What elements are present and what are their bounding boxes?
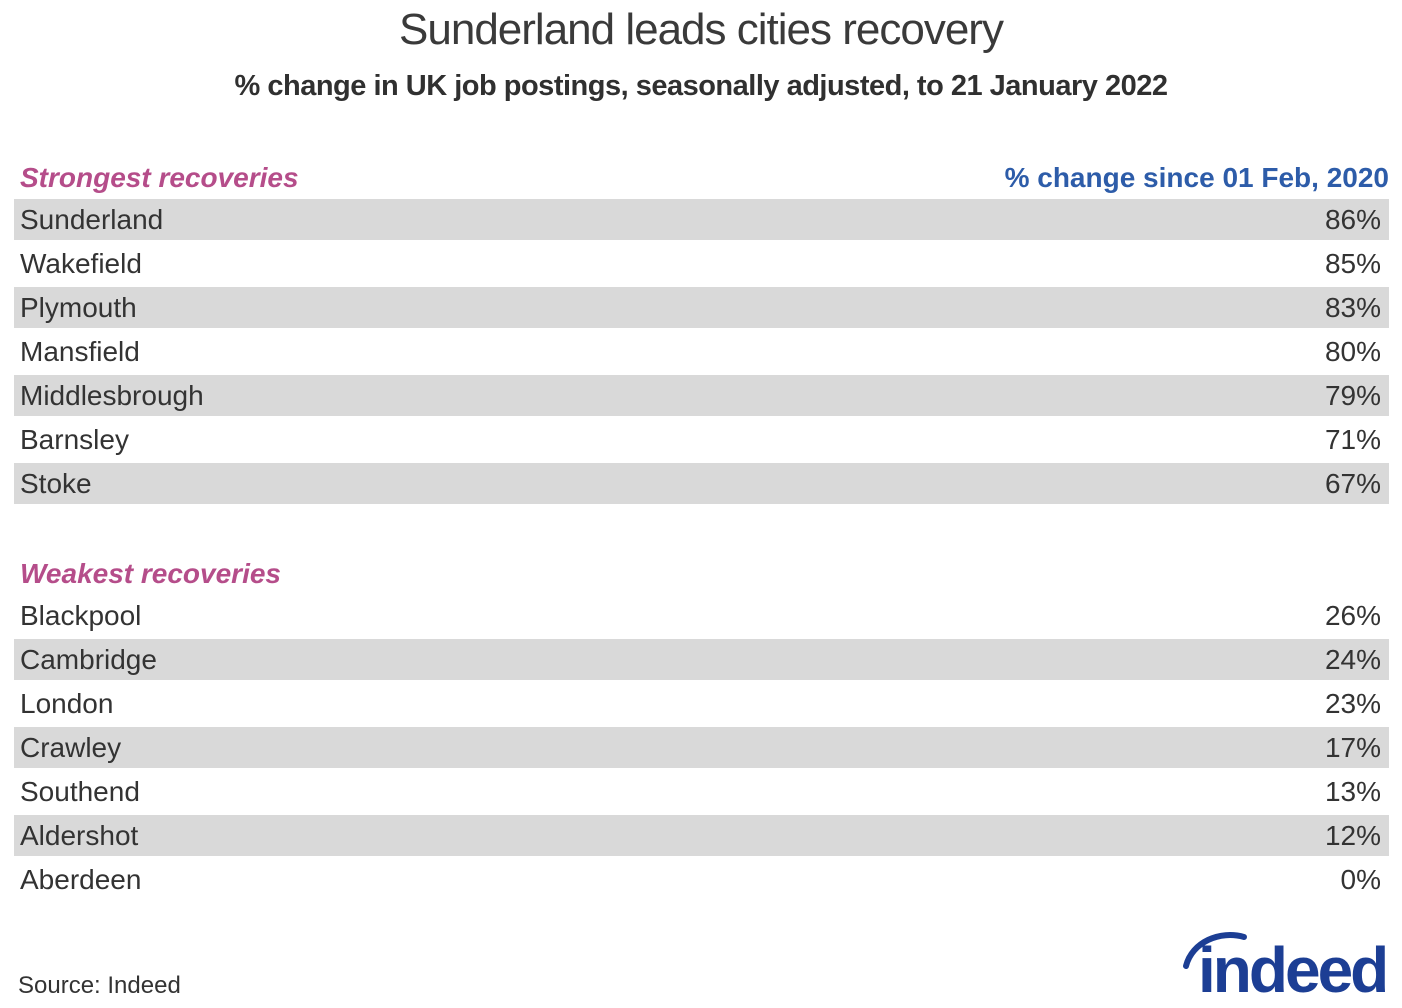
value-label: 83% xyxy=(1324,291,1381,323)
value-label: 17% xyxy=(1324,731,1381,763)
strongest-rows: Sunderland 86% Wakefield 85% Plymouth 83% Mans… xyxy=(14,199,1389,507)
value-label: 13% xyxy=(1324,775,1381,807)
source-note: Source: Indeed xyxy=(18,972,181,999)
value-label: 67% xyxy=(1324,467,1381,499)
table-row: Barnsley 71% xyxy=(14,419,1389,460)
table-row: Plymouth 83% xyxy=(14,287,1389,328)
table-row: Crawley 17% xyxy=(14,727,1389,768)
logo-arc-icon xyxy=(1183,932,1247,969)
value-label: 86% xyxy=(1324,203,1381,235)
weakest-section-header: Weakest recoveries xyxy=(14,552,1389,590)
chart-title: Sunderland leads cities recovery xyxy=(399,5,1004,54)
city-label: Blackpool xyxy=(20,599,142,631)
value-label: 12% xyxy=(1324,819,1381,851)
chart-subtitle: % change in UK job postings, seasonally … xyxy=(234,70,1168,102)
city-label: Middlesbrough xyxy=(20,379,204,411)
logo-wordmark: indeed xyxy=(1198,934,1386,1002)
city-label: London xyxy=(20,687,114,719)
value-label: 80% xyxy=(1324,335,1381,367)
indeed-logo: indeed xyxy=(1182,926,1392,1006)
city-label: Cambridge xyxy=(20,643,157,675)
value-label: 26% xyxy=(1324,599,1381,631)
table-row: Aberdeen 0% xyxy=(14,859,1389,900)
value-label: 24% xyxy=(1324,643,1381,675)
weakest-section-label: Weakest recoveries xyxy=(20,558,281,589)
table-row: Southend 13% xyxy=(14,771,1389,812)
table-row: Stoke 67% xyxy=(14,463,1389,504)
city-label: Mansfield xyxy=(20,335,140,367)
table-row: Cambridge 24% xyxy=(14,639,1389,680)
table-row: Blackpool 26% xyxy=(14,595,1389,636)
strongest-section-header: Strongest recoveries % change since 01 F… xyxy=(14,156,1389,194)
strongest-section-label: Strongest recoveries xyxy=(20,162,299,193)
table-row: London 23% xyxy=(14,683,1389,724)
city-label: Plymouth xyxy=(20,291,137,323)
weakest-rows: Blackpool 26% Cambridge 24% London 23% Crawley… xyxy=(14,595,1389,903)
city-label: Stoke xyxy=(20,467,92,499)
table-row: Aldershot 12% xyxy=(14,815,1389,856)
city-label: Sunderland xyxy=(20,203,164,235)
table-row: Wakefield 85% xyxy=(14,243,1389,284)
city-label: Aberdeen xyxy=(20,863,142,895)
city-label: Wakefield xyxy=(20,247,142,279)
table-row: Sunderland 86% xyxy=(14,199,1389,240)
city-label: Aldershot xyxy=(20,819,139,851)
table-row: Middlesbrough 79% xyxy=(14,375,1389,416)
indeed-logo-graphic: indeed xyxy=(1183,932,1389,1006)
city-label: Barnsley xyxy=(20,423,129,455)
value-column-header: % change since 01 Feb, 2020 xyxy=(1004,162,1389,193)
value-label: 0% xyxy=(1340,863,1381,895)
value-label: 85% xyxy=(1324,247,1381,279)
value-label: 71% xyxy=(1324,423,1381,455)
city-label: Southend xyxy=(20,775,140,807)
table-row: Mansfield 80% xyxy=(14,331,1389,372)
city-label: Crawley xyxy=(20,731,122,763)
value-label: 23% xyxy=(1324,687,1381,719)
value-label: 79% xyxy=(1324,379,1381,411)
